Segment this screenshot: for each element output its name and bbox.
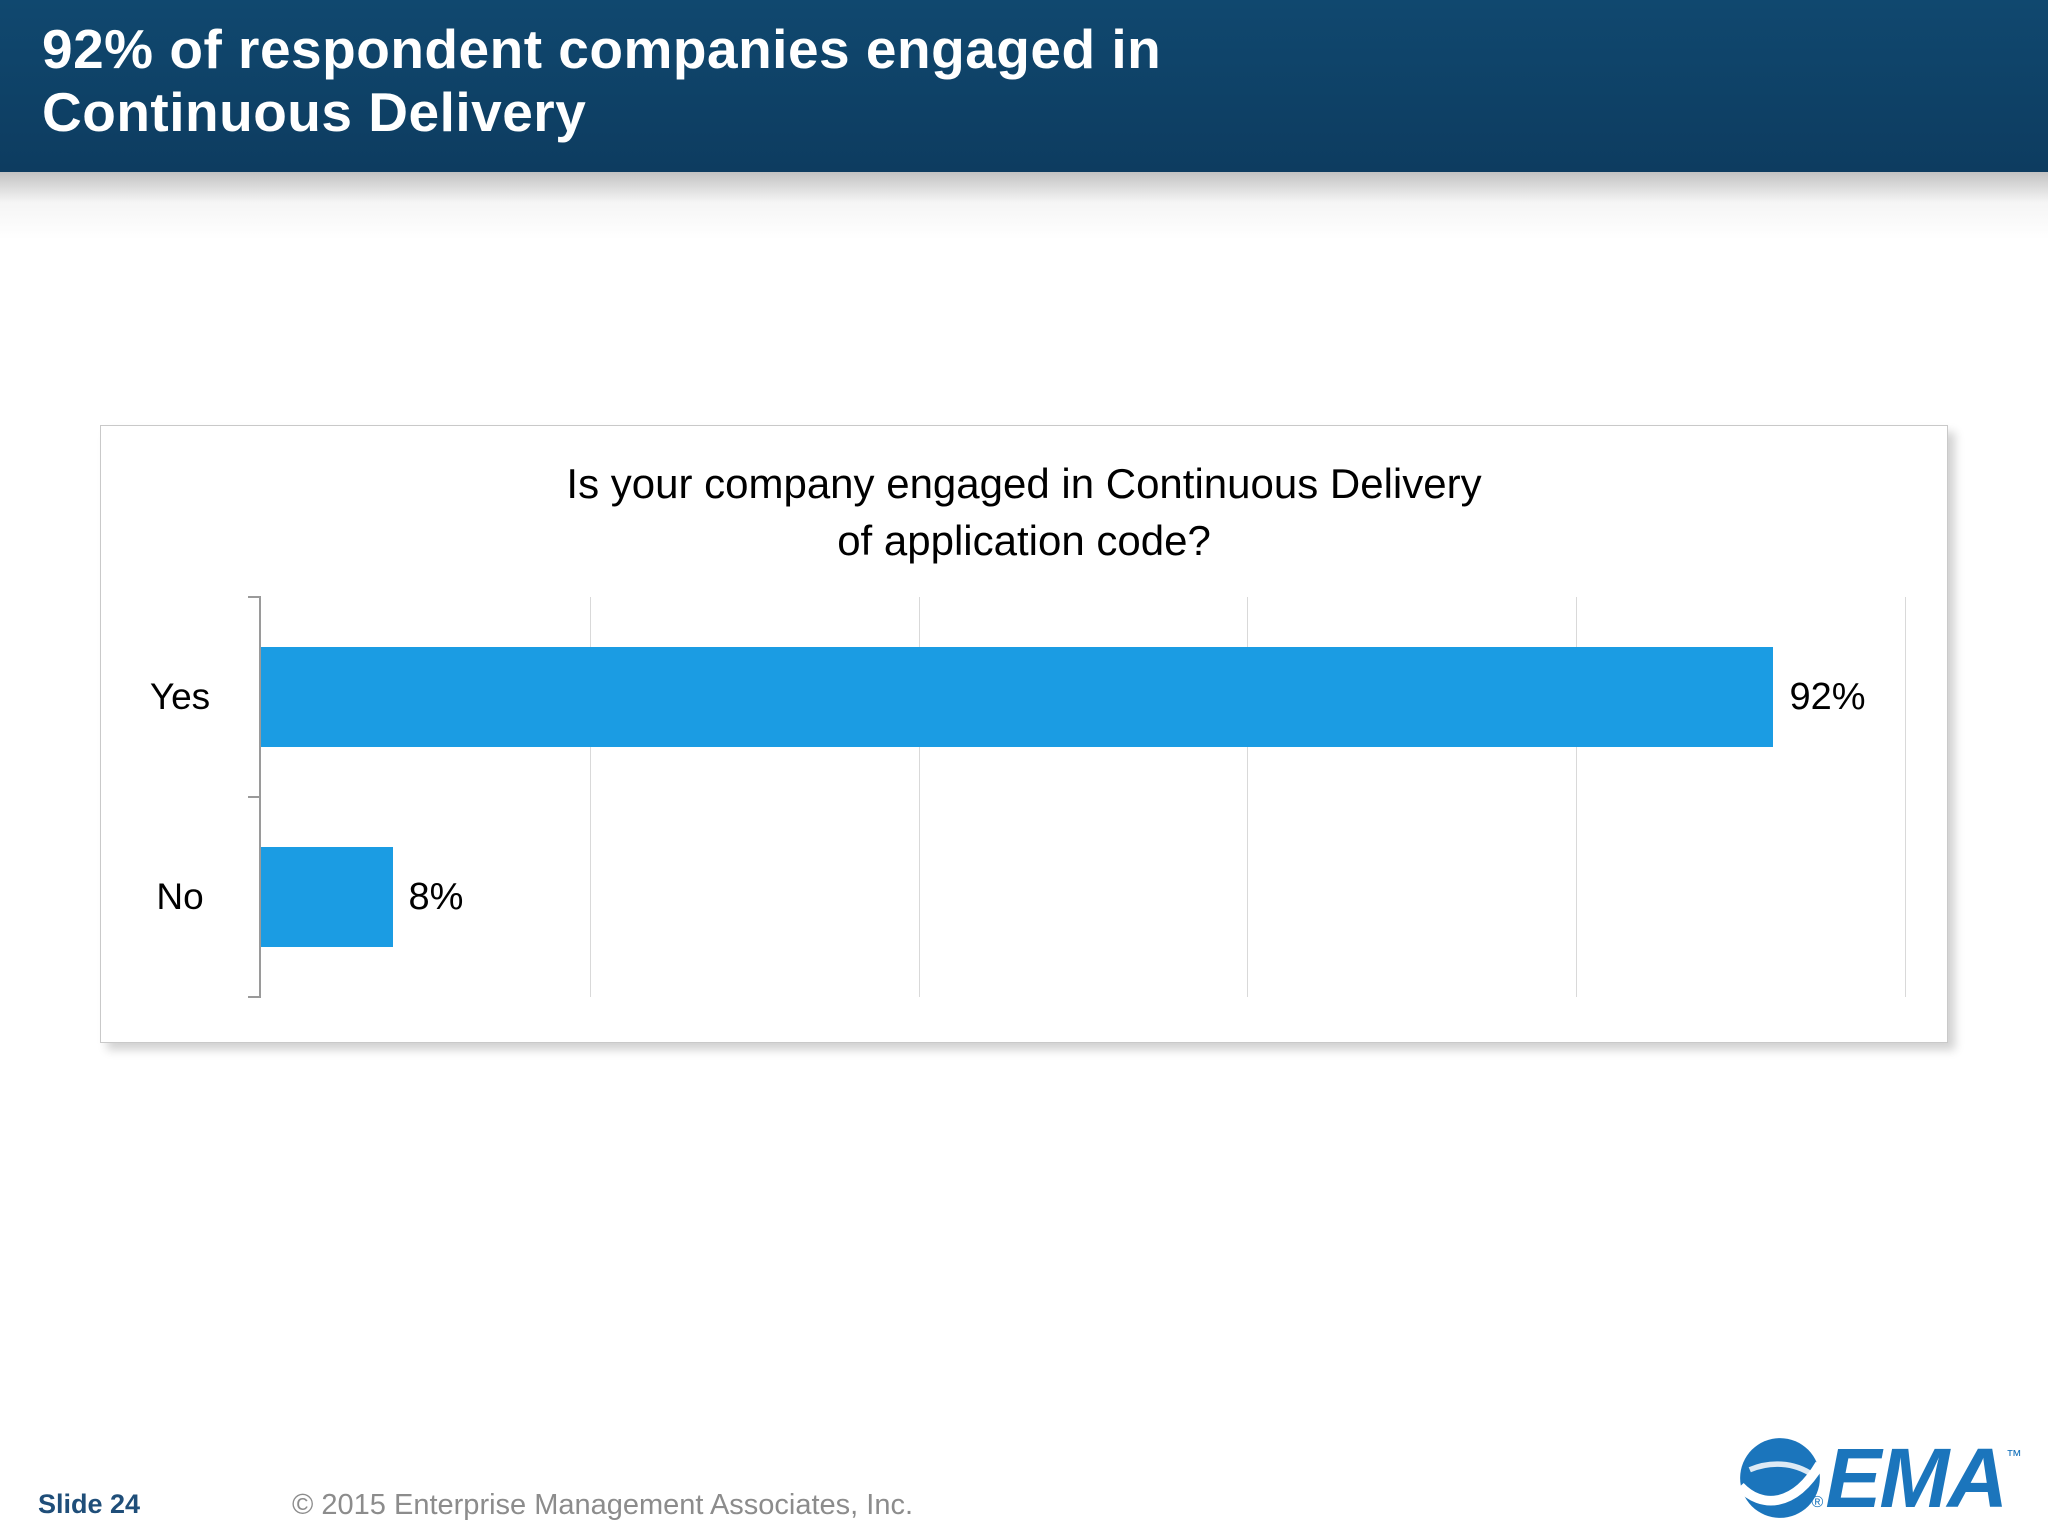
plot-area: 92% 8%: [248, 596, 1906, 999]
value-label-yes: 92%: [1789, 675, 1866, 718]
axis-tick: [248, 996, 261, 999]
bar-yes: [261, 647, 1774, 748]
bar-rows: 92% 8%: [261, 597, 1905, 997]
ema-logo: ® EMA ™: [1736, 1434, 2022, 1522]
axis-tick: [248, 796, 261, 799]
value-label-no: 8%: [408, 875, 464, 918]
chart-area: Yes No 92% 8%: [101, 596, 1947, 999]
slide-number: Slide 24: [38, 1489, 141, 1519]
gridline: [1905, 597, 1906, 998]
category-axis: Yes No: [101, 597, 259, 997]
registered-mark: ®: [1811, 1494, 1824, 1511]
gridline: [1247, 597, 1249, 998]
axis-tick: [248, 596, 261, 599]
bar-row-yes: 92%: [261, 597, 1905, 797]
category-label-yes: Yes: [149, 676, 211, 718]
bar-row-no: 8%: [261, 797, 1905, 997]
category-label-no: No: [156, 876, 204, 918]
header-shadow: [0, 172, 2048, 240]
chart-card: Is your company engaged in Continuous De…: [100, 425, 1948, 1043]
slide-title: 92% of respondent companies engaged in C…: [42, 18, 1162, 143]
slide-header: 92% of respondent companies engaged in C…: [0, 0, 2048, 172]
copyright-text: © 2015 Enterprise Management Associates,…: [292, 1489, 914, 1521]
ema-swoosh-icon: [1736, 1438, 1824, 1518]
trademark-mark: ™: [2006, 1448, 2022, 1465]
gridline: [918, 597, 920, 998]
gridline: [1576, 597, 1578, 998]
logo-text: EMA: [1825, 1431, 2008, 1525]
bar-no: [261, 847, 393, 948]
chart-title: Is your company engaged in Continuous De…: [566, 460, 1482, 564]
gridline: [589, 597, 591, 998]
